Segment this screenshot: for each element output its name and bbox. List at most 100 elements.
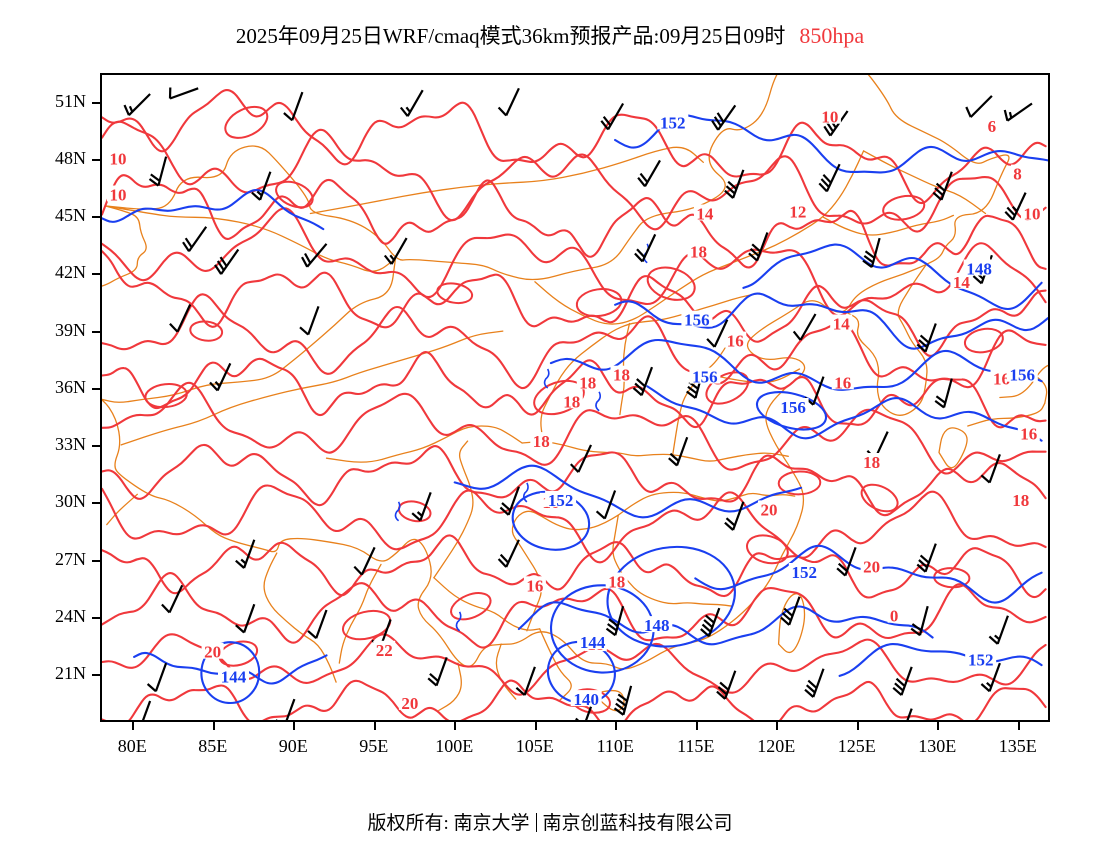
y-tickmark (92, 216, 100, 219)
wind-barb-shaft (128, 93, 151, 116)
contour-label-backing (950, 272, 973, 289)
temperature-contour-label: 14 (696, 205, 714, 224)
wind-barb (209, 362, 232, 392)
wind-barb-full (634, 252, 644, 263)
wind-barb-shaft (285, 698, 296, 720)
wind-barb-full (1004, 211, 1014, 221)
contour-label-backing (788, 563, 820, 579)
wind-barb-full (515, 686, 526, 696)
wind-barb (700, 607, 721, 638)
y-axis-tick-label: 39N (55, 319, 86, 340)
boundary-line (540, 292, 761, 442)
wind-barb (934, 378, 953, 409)
wind-barb (575, 706, 593, 720)
boundary-line (521, 441, 789, 462)
boundary-line (845, 264, 928, 416)
temperature-contour-label: 18 (1012, 491, 1029, 510)
wind-barb-shaft (523, 666, 536, 696)
wind-barb (169, 304, 192, 333)
wind-barb-full (932, 191, 943, 201)
wind-barb-full (146, 683, 157, 693)
contour-label-backing (641, 616, 673, 633)
wind-barb-full (780, 616, 790, 626)
contour-label-backing (610, 365, 633, 382)
height-contour-label: 156 (780, 398, 806, 417)
page-title: 2025年09月25日WRF/cmaq模式36km预报产品:09月25日09时 8… (0, 20, 1100, 50)
temperature-contour-label: 20 (863, 557, 880, 576)
height-contour-label: 152 (792, 563, 818, 582)
wind-barb-full (719, 681, 730, 691)
wind-barb-full (219, 256, 228, 267)
map-plot-area[interactable]: 1010141210681012141418161818181616161818… (100, 73, 1050, 722)
wind-barb-full (235, 559, 245, 569)
boundary-line (433, 440, 474, 579)
contour-label-backing (687, 242, 710, 259)
contour-label-backing (985, 117, 999, 134)
wind-barb-half (1008, 111, 1013, 119)
wind-barb-full (301, 256, 309, 268)
wind-barb-full (818, 182, 828, 193)
wind-barb (399, 89, 424, 117)
contour-label-backing (777, 398, 809, 414)
wind-barb-full (751, 243, 762, 253)
title-main-text: 2025年09月25日WRF/cmaq模式36km预报产品:09月25日09时 (235, 24, 786, 48)
temperature-contour-label: 10 (110, 150, 127, 169)
wind-barb-full (792, 330, 802, 341)
temperature-contour-label: 20 (761, 500, 778, 519)
y-axis-tick-label: 36N (55, 376, 86, 397)
wind-barb-full (711, 120, 720, 131)
temperature-contour-cell (341, 609, 392, 641)
y-axis-tick-label: 33N (55, 434, 86, 455)
wind-barb-full (235, 624, 245, 634)
contour-label-backing (570, 690, 602, 707)
wind-barb-full (781, 612, 792, 622)
wind-barb-full (892, 686, 903, 696)
temperature-contour-cell (189, 320, 224, 342)
wind-barb-full (725, 517, 736, 527)
wind-barb-full (399, 106, 409, 117)
temperature-contour-cell (436, 282, 474, 305)
temperature-contour-label: 20 (204, 643, 221, 662)
wind-barb-half (214, 381, 221, 387)
wind-barb (600, 102, 625, 131)
wind-barb-full (169, 322, 179, 333)
wind-barb-full (637, 177, 646, 187)
contour-label-backing (689, 367, 721, 384)
wind-barb-half (240, 558, 247, 565)
wind-barb-full (1006, 206, 1016, 217)
wind-barb-shaft (732, 501, 745, 531)
contour-label-backing (523, 576, 546, 593)
temperature-contour-label: 22 (376, 641, 393, 660)
temperature-contour-cell (144, 383, 188, 409)
y-axis-tick-label: 45N (55, 205, 86, 226)
wind-barb-full (864, 250, 876, 259)
wind-barb-shaft (169, 87, 199, 100)
wind-barb (932, 171, 953, 201)
temperature-contour-label: 18 (690, 242, 707, 261)
wind-barb (497, 87, 520, 117)
x-tickmark (534, 722, 537, 730)
contour-label-backing (860, 453, 883, 469)
temperature-contour-label: 18 (533, 432, 550, 451)
wind-barb (748, 232, 769, 262)
x-tickmark (937, 722, 940, 730)
wind-barb (1003, 102, 1033, 122)
wind-barb-full (988, 635, 999, 645)
wind-barb-full (919, 334, 930, 344)
wind-barb-shaft (924, 323, 937, 353)
boundary-line (263, 552, 337, 683)
wind-barb-shaft (644, 159, 661, 187)
temperature-contour-label: 0 (890, 607, 899, 626)
wind-barb-shaft (315, 609, 328, 639)
wind-barb-full (965, 106, 972, 118)
wind-barb-full (725, 185, 736, 195)
temperature-contour-line (102, 250, 1047, 357)
wind-barb-full (1003, 109, 1009, 121)
wind-barb-shaft (306, 243, 328, 268)
wind-barb-full (837, 562, 848, 572)
wind-barb-full (822, 173, 832, 184)
y-tickmark (92, 674, 100, 677)
x-axis-tick-label: 95E (359, 736, 389, 756)
wind-barb-full (304, 252, 312, 264)
wind-barb-shaft (996, 615, 1009, 645)
